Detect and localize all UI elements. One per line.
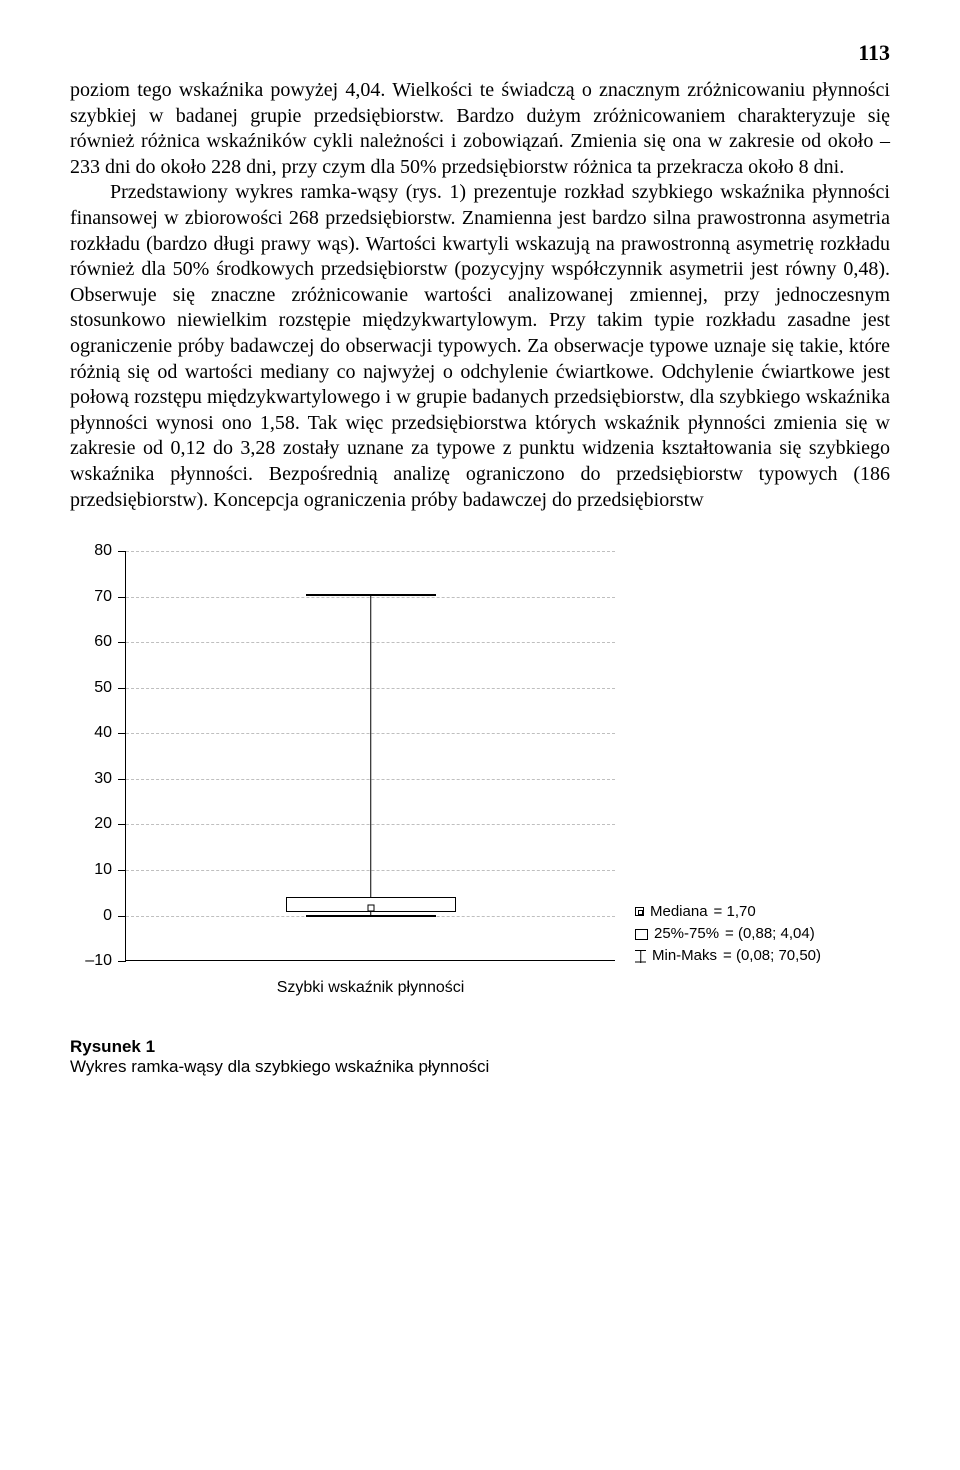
- legend-median: Mediana = 1,70: [635, 902, 821, 922]
- y-axis-label: 50: [94, 679, 126, 697]
- median-marker-icon: [635, 907, 644, 916]
- legend-iqr: 25%-75% = (0,88; 4,04): [635, 924, 821, 944]
- legend-iqr-label: 25%-75%: [654, 924, 719, 944]
- y-axis-label: –10: [85, 952, 126, 970]
- y-axis-label: 0: [103, 907, 126, 925]
- page-number: 113: [70, 40, 890, 66]
- chart-legend: Mediana = 1,70 25%-75% = (0,88; 4,04) Mi…: [635, 902, 821, 969]
- plot-area: –1001020304050607080Szybki wskaźnik płyn…: [125, 551, 615, 961]
- paragraph-1: poziom tego wskaźnika powyżej 4,04. Wiel…: [70, 79, 890, 178]
- y-axis-label: 70: [94, 588, 126, 606]
- figure-title: Wykres ramka-wąsy dla szybkiego wskaźnik…: [70, 1057, 890, 1077]
- figure-caption: Rysunek 1 Wykres ramka-wąsy dla szybkieg…: [70, 1037, 890, 1077]
- boxplot-chart: –10 0 10 20 30 40 50 60 70 80 Szybki wskaźnik płyn…: [70, 541, 890, 1031]
- y-axis-label: 40: [94, 724, 126, 742]
- legend-iqr-value: = (0,88; 4,04): [725, 924, 815, 944]
- y-axis-label: 30: [94, 770, 126, 788]
- y-axis-label: 80: [94, 542, 126, 560]
- legend-median-label: Mediana: [650, 902, 708, 922]
- y-axis-label: 10: [94, 861, 126, 879]
- legend-range-value: = (0,08; 70,50): [723, 946, 821, 966]
- whisker-icon: [635, 950, 646, 963]
- legend-range: Min-Maks = (0,08; 70,50): [635, 946, 821, 966]
- paragraph-2: Przedstawiony wykres ramka-wąsy (rys. 1)…: [70, 181, 890, 510]
- legend-range-label: Min-Maks: [652, 946, 717, 966]
- figure-label: Rysunek 1: [70, 1037, 890, 1057]
- y-axis-label: 20: [94, 815, 126, 833]
- x-axis-label: Szybki wskaźnik płynności: [126, 979, 615, 997]
- box-icon: [635, 929, 648, 940]
- legend-median-value: = 1,70: [714, 902, 756, 922]
- body-paragraph: poziom tego wskaźnika powyżej 4,04. Wiel…: [70, 78, 890, 513]
- y-axis-label: 60: [94, 633, 126, 651]
